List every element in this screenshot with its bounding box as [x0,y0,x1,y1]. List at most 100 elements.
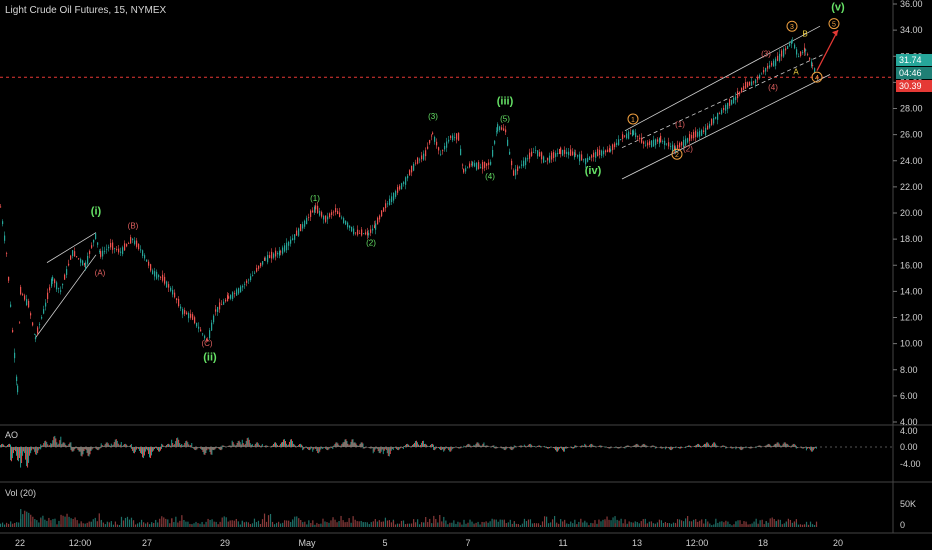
ao-bar [531,445,533,447]
candle-body [120,251,122,253]
volume-bar [598,519,600,527]
ao-bar [15,447,16,452]
ao-bar [736,447,738,449]
ao-bar [449,447,451,452]
ao-bar [382,447,384,455]
ao-bar [103,445,105,447]
ao-bar [749,447,751,449]
ao-bar [357,446,359,447]
volume-bar [209,519,211,527]
ao-bar [229,445,231,447]
volume-bar [68,516,70,527]
ao-bar [434,447,436,451]
ao-bar [155,447,157,448]
candle-body [383,207,385,212]
volume-bar [221,517,223,527]
candle-body [190,313,192,318]
candle-body [737,91,739,99]
volume-bar [366,522,368,527]
ao-bar [272,445,273,447]
volume-bar [203,524,205,527]
candle-body [138,243,140,250]
ao-bar [107,443,109,447]
candle-body [411,165,413,173]
ao-bar [767,443,769,447]
candle-body [288,241,290,246]
volume-bar [368,524,370,527]
ao-bar [342,444,344,447]
ao-bar [473,446,475,447]
candle-body [24,295,26,300]
ao-bar [790,445,792,447]
ao-bar [280,443,281,447]
x-tick-label: 20 [833,538,843,548]
ao-bar [787,444,789,447]
candle-body [633,130,635,135]
volume-bar [189,523,191,527]
candle-body [230,294,232,299]
ao-bar [202,447,204,452]
ao-bar [405,444,407,447]
volume-bar [648,521,650,527]
ao-bar [242,443,244,447]
candle-body [152,270,154,275]
volume-bar [695,519,697,527]
ao-bar [721,445,723,447]
ao-bar [446,447,448,448]
candle-body [213,315,215,323]
ao-bar [435,447,437,450]
ao-bar [162,444,164,447]
volume-bar [112,524,115,527]
ao-bar [289,441,290,447]
volume-bar [326,522,328,527]
ao-bar [794,444,796,447]
ao-bar [256,442,258,447]
ao-bar [395,447,397,450]
volume-bar [408,523,411,527]
ao-bar [662,447,664,449]
ao-bar [329,447,331,449]
ao-bar [613,447,615,448]
candle-body [258,265,260,269]
volume-bar [687,516,689,527]
candle-body [403,182,405,184]
ao-bar [517,446,519,447]
candle-body [731,99,733,105]
volume-bar [533,524,536,527]
volume-bar [24,510,26,527]
volume-bar [689,521,691,527]
volume-bar [140,519,143,527]
volume-bar [342,520,344,527]
candle-body [501,127,503,130]
candle-body [64,274,66,280]
ao-bar [731,447,733,449]
ao-bar [574,447,576,449]
candle-body [800,51,802,56]
candle-body [593,152,595,158]
volume-bar [104,524,106,527]
ao-bar [85,447,87,450]
ao-bar [589,444,591,447]
ao-bar [111,445,113,447]
volume-bar [312,520,314,527]
ao-bar [227,445,229,447]
volume-bar [435,519,437,527]
candle-body [8,276,10,281]
candle-body [632,130,634,137]
candle-body [456,133,458,140]
ao-bar [222,445,224,447]
volume-bar [711,525,713,527]
ao-bar [679,447,681,449]
ao-bar [575,445,577,447]
ao-bar [95,447,97,449]
ao-bar [108,445,110,447]
ao-bar [755,447,757,449]
candle-body [12,330,14,333]
ao-bar [590,443,592,447]
volume-bar [302,524,304,527]
candle-body [525,157,527,166]
ao-bar [752,447,754,448]
volume-bar [116,524,119,527]
ao-bar [390,447,392,451]
